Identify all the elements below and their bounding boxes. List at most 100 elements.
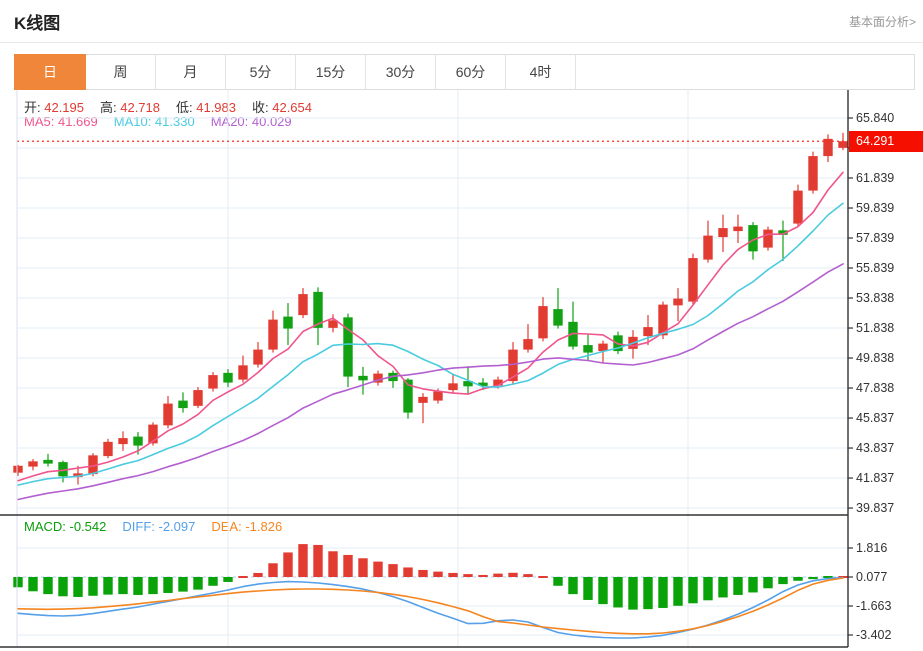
axis-tick-label: 65.840 bbox=[856, 111, 894, 125]
macd-axis: 1.816 0.077 -1.663 -3.402 bbox=[848, 541, 891, 642]
candle bbox=[253, 342, 263, 368]
candle bbox=[73, 465, 83, 485]
axis-tick-label: 51.838 bbox=[856, 321, 894, 335]
candle bbox=[523, 324, 533, 353]
candle bbox=[163, 396, 173, 429]
macd-bar bbox=[163, 577, 173, 593]
price-axis: 65.84063.84061.83959.83957.83955.83953.8… bbox=[848, 111, 894, 515]
tab-5min[interactable]: 5分 bbox=[226, 55, 296, 89]
macd-bar bbox=[313, 544, 323, 577]
macd-bar bbox=[298, 544, 308, 577]
tab-15min[interactable]: 15分 bbox=[296, 55, 366, 89]
page-title: K线图 bbox=[14, 14, 61, 33]
candle bbox=[763, 226, 773, 251]
macd-bar bbox=[283, 552, 293, 577]
ohlc-row-item: 高: 42.718 bbox=[100, 100, 160, 115]
candle bbox=[238, 355, 248, 383]
candle bbox=[673, 288, 683, 322]
macd-bar bbox=[463, 574, 473, 577]
axis-tick-label: 41.837 bbox=[856, 471, 894, 485]
macd-bar bbox=[613, 577, 623, 608]
macd-bar bbox=[553, 577, 563, 586]
axis-tick-label: 43.837 bbox=[856, 441, 894, 455]
candle bbox=[223, 369, 233, 388]
fundamental-analysis-link[interactable]: 基本面分析> bbox=[848, 15, 916, 29]
macd-bar bbox=[73, 577, 83, 597]
candle bbox=[568, 301, 578, 350]
macd-bar bbox=[688, 577, 698, 604]
candle bbox=[373, 370, 383, 386]
axis-tick-label: 59.839 bbox=[856, 201, 894, 215]
macd-bar bbox=[28, 577, 38, 592]
grid-layer bbox=[17, 90, 848, 647]
macd-bar bbox=[433, 571, 443, 577]
macd-bar bbox=[268, 563, 278, 577]
candle bbox=[43, 453, 53, 467]
interval-tab-strip: 日周月 5分 15分 30分 60分 4时 bbox=[14, 54, 915, 90]
macd-bar bbox=[388, 564, 398, 577]
macd-bar bbox=[178, 577, 188, 592]
macd-bar bbox=[58, 577, 68, 597]
axis-tick-label: 55.839 bbox=[856, 261, 894, 275]
candle bbox=[643, 315, 653, 346]
tab-week[interactable]: 周 bbox=[86, 55, 156, 89]
macd-bar bbox=[448, 572, 458, 577]
candle bbox=[343, 313, 353, 388]
ma10-line bbox=[17, 202, 844, 486]
macd-bar bbox=[673, 577, 683, 606]
macd-bar bbox=[253, 572, 263, 577]
tab-day[interactable]: 日 bbox=[14, 54, 86, 90]
candle bbox=[808, 151, 818, 194]
macd-bar bbox=[493, 573, 503, 577]
candle bbox=[268, 310, 278, 353]
candle bbox=[823, 134, 833, 163]
axis-tick-label: 45.837 bbox=[856, 411, 894, 425]
tab-60min[interactable]: 60分 bbox=[436, 55, 506, 89]
macd-bar bbox=[748, 577, 758, 593]
macd-bar bbox=[88, 577, 98, 596]
candle bbox=[208, 372, 218, 392]
candle bbox=[718, 214, 728, 253]
macd-bar bbox=[403, 567, 413, 577]
ohlc-row-item: 低: 41.983 bbox=[176, 100, 236, 115]
candle bbox=[13, 464, 23, 476]
macd-readout: MACD: -0.542 DIFF: -2.097 DEA: -1.826 bbox=[24, 519, 298, 534]
tab-4h[interactable]: 4时 bbox=[506, 55, 576, 89]
macd-bar bbox=[43, 577, 53, 595]
macd-bar bbox=[778, 577, 788, 585]
candle bbox=[313, 287, 323, 346]
candle bbox=[733, 214, 743, 244]
macd-bar bbox=[823, 576, 833, 578]
tab-month[interactable]: 月 bbox=[156, 55, 226, 89]
candle bbox=[298, 288, 308, 319]
macd-bar bbox=[373, 561, 383, 577]
macd-bar bbox=[643, 577, 653, 610]
ohlc-readout: 开: 42.195 高: 42.718 低: 41.983 收: 42.654 bbox=[24, 97, 328, 116]
macd-bar bbox=[208, 577, 218, 586]
title-divider bbox=[0, 42, 923, 43]
ohlc-row-item: 开: 42.195 bbox=[24, 100, 84, 115]
candle bbox=[118, 431, 128, 451]
borders bbox=[0, 90, 849, 648]
macd-bar bbox=[223, 577, 233, 582]
axis-tick-label: -3.402 bbox=[856, 628, 891, 642]
candle bbox=[58, 460, 68, 483]
candle bbox=[358, 366, 368, 395]
last-price-badge: 64.291 bbox=[849, 131, 923, 152]
axis-tick-label: 49.838 bbox=[856, 351, 894, 365]
macd-bar bbox=[13, 577, 23, 588]
candle bbox=[793, 184, 803, 227]
tab-30min[interactable]: 30分 bbox=[366, 55, 436, 89]
candle bbox=[553, 288, 563, 329]
candle bbox=[418, 393, 428, 424]
axis-tick-label: 47.838 bbox=[856, 381, 894, 395]
macd-row-item: DIFF: -2.097 bbox=[122, 519, 196, 534]
macd-bar bbox=[598, 577, 608, 605]
dea-line bbox=[17, 577, 844, 635]
macd-row-item: MACD: -0.542 bbox=[24, 519, 107, 534]
macd-bar bbox=[583, 577, 593, 600]
candle bbox=[388, 370, 398, 388]
macd-histogram bbox=[13, 544, 848, 610]
